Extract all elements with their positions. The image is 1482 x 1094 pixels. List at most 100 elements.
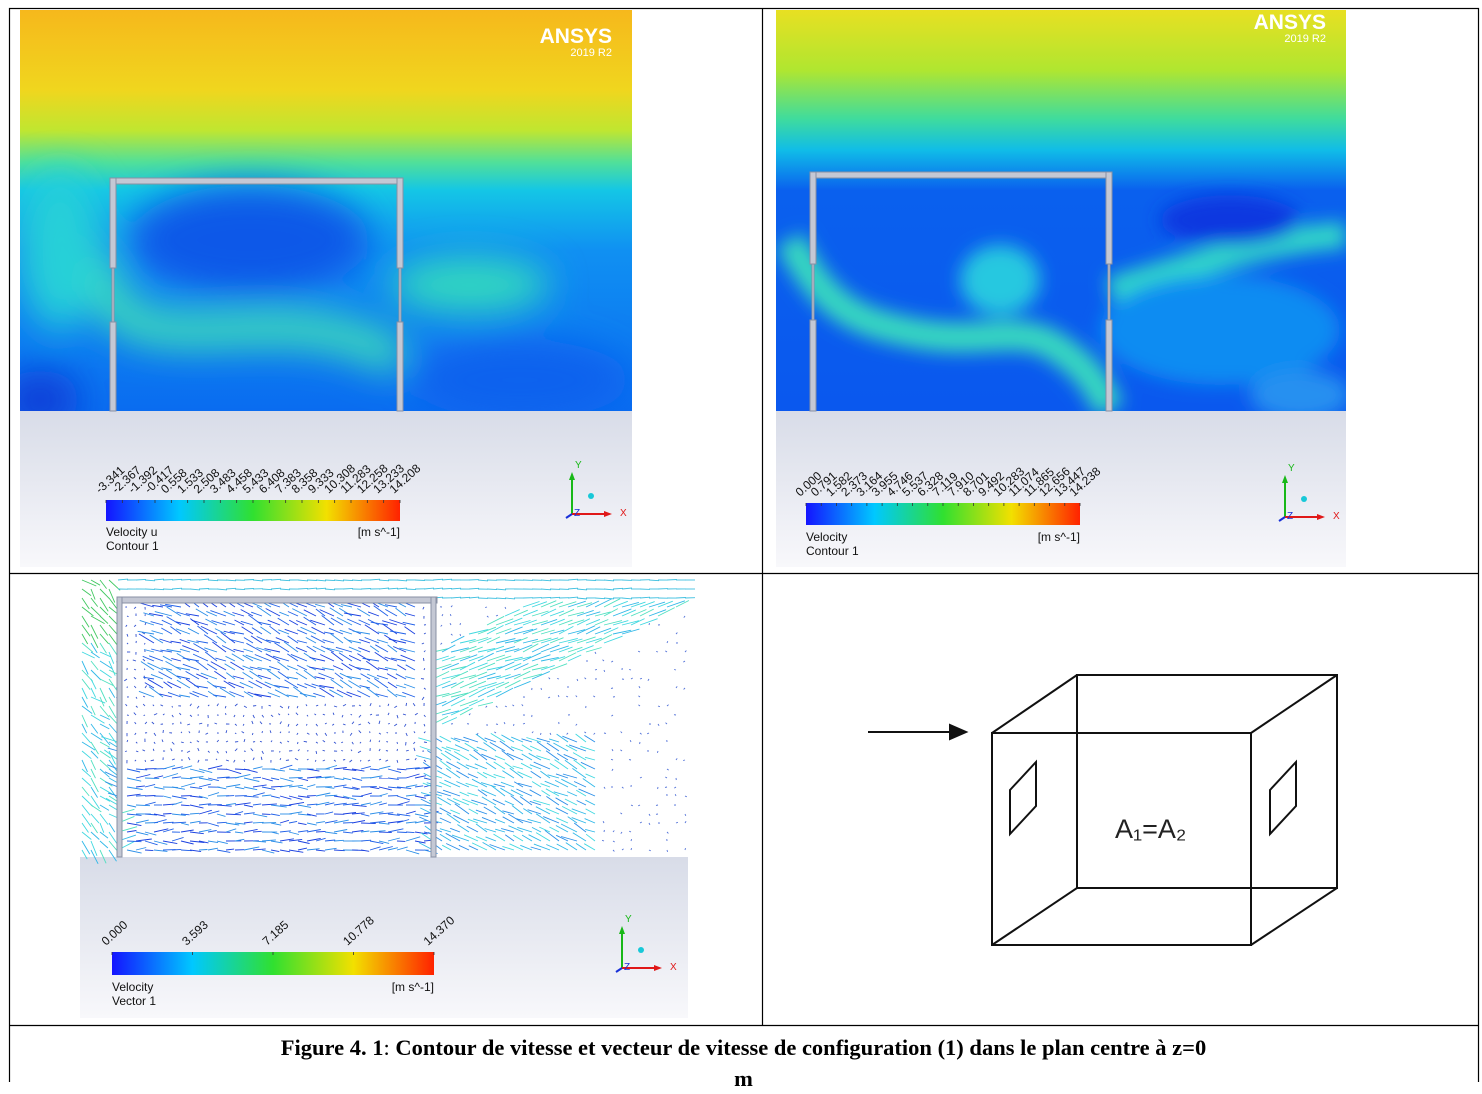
axis-label-x: X <box>670 962 677 973</box>
flow-vector <box>145 778 159 779</box>
flow-vector <box>397 749 398 751</box>
flow-vector <box>289 777 303 778</box>
box-diagram: A₁=A₂ <box>868 675 1337 945</box>
flow-vector <box>657 751 658 753</box>
flow-vector <box>343 760 345 761</box>
flow-vector <box>172 706 173 708</box>
axis-label-x: X <box>1333 511 1340 522</box>
flow-vector <box>676 598 686 599</box>
flow-vector <box>244 580 254 581</box>
flow-vector <box>406 832 415 833</box>
flow-vector <box>423 658 424 661</box>
legend-unit: [m s^-1] <box>358 525 400 539</box>
flow-vector <box>144 669 145 670</box>
flow-vector <box>674 670 676 671</box>
axis-dot <box>1301 496 1307 502</box>
legend-plot: Contour 1 <box>106 539 159 553</box>
flow-vector <box>298 742 299 744</box>
flow-vector <box>685 848 686 850</box>
flow-vector <box>145 643 146 645</box>
flow-vector <box>387 732 388 733</box>
flow-vector <box>397 832 407 833</box>
flow-vector <box>667 850 668 852</box>
axis-dot <box>588 493 594 499</box>
axis-label-y: Y <box>575 460 582 471</box>
flow-vector <box>505 580 515 581</box>
axis-label-x: X <box>620 508 627 519</box>
flow-vector <box>586 580 596 581</box>
flow-vector <box>442 588 452 589</box>
axis-label-y: Y <box>1288 463 1295 474</box>
legend-unit: [m s^-1] <box>1038 530 1080 544</box>
flow-vector <box>145 796 156 797</box>
flow-vector <box>235 733 236 734</box>
flow-vector <box>649 623 650 625</box>
area-label: A₁=A₂ <box>1115 814 1186 844</box>
flow-vector <box>145 850 153 851</box>
watermark-version: 2019 R2 <box>1284 33 1326 45</box>
flow-vector <box>631 848 632 850</box>
flow-vector <box>683 760 685 761</box>
flow-vector <box>514 724 515 726</box>
flow-vector <box>127 616 129 617</box>
flow-vector <box>343 588 353 589</box>
flow-vector <box>379 832 392 833</box>
flow-vector <box>181 579 191 580</box>
flow-vector <box>424 742 427 743</box>
flow-vector <box>557 679 559 680</box>
flow-vector <box>541 733 542 735</box>
watermark-brand: ANSYS <box>540 25 612 48</box>
axis-label-z: Z <box>574 508 580 519</box>
caption-text: Contour de vitesse et vecteur de vitesse… <box>395 1035 1206 1060</box>
axis-dot <box>638 947 644 953</box>
axis-label-z: Z <box>624 962 630 973</box>
flow-vector <box>226 713 227 715</box>
flow-vector <box>172 849 181 850</box>
colorbar <box>112 952 434 975</box>
legend-variable: Velocity u <box>106 525 157 539</box>
flow-vector <box>199 850 208 851</box>
legend-unit: [m s^-1] <box>392 980 434 994</box>
flow-vector <box>656 652 658 653</box>
flow-vector <box>325 580 335 581</box>
flow-vector <box>316 831 326 832</box>
watermark-brand: ANSYS <box>1254 11 1326 34</box>
watermark-version: 2019 R2 <box>570 47 612 59</box>
flow-vector <box>485 607 487 608</box>
flow-vector <box>145 760 146 762</box>
caption-separator: : <box>383 1035 389 1060</box>
flow-vector <box>667 580 677 581</box>
legend-variable: Velocity <box>806 530 847 544</box>
caption-text: m <box>734 1066 753 1091</box>
vector-panel <box>80 577 695 1018</box>
colorbar <box>106 500 400 521</box>
flow-vector <box>235 589 245 590</box>
flow-vector <box>460 634 461 636</box>
flow-vector <box>136 579 146 580</box>
flow-vector <box>244 589 254 590</box>
flow-vector <box>406 703 407 706</box>
flow-vector <box>629 670 631 671</box>
legend-plot: Vector 1 <box>112 994 156 1008</box>
figure: A₁=A₂ ANSYS 2019 R2 ANSYS 2019 R2 Veloci… <box>0 0 1482 1082</box>
legend-variable: Velocity <box>112 980 153 994</box>
flow-vector <box>631 839 632 841</box>
flow-vector <box>541 597 551 598</box>
flow-vector <box>262 731 263 733</box>
flow-vector <box>415 580 425 581</box>
legend-plot: Contour 1 <box>806 544 859 558</box>
caption-label: Figure 4. 1 <box>281 1035 384 1060</box>
axis-label-z: Z <box>1287 511 1293 522</box>
flow-vector <box>595 669 597 670</box>
flow-vector <box>360 760 361 761</box>
flow-vector <box>388 724 390 725</box>
flow-vector <box>541 688 542 690</box>
flow-vector <box>341 751 343 752</box>
flow-vector <box>351 714 352 715</box>
flow-vector <box>144 715 145 716</box>
flow-vector <box>361 823 376 824</box>
flow-vector <box>397 742 398 744</box>
caption: Figure 4. 1: Contour de vitesse et vecte… <box>9 1032 1478 1094</box>
flow-vector <box>406 589 416 590</box>
page: A₁=A₂ ANSYS 2019 R2 ANSYS 2019 R2 Veloci… <box>0 0 1482 1082</box>
